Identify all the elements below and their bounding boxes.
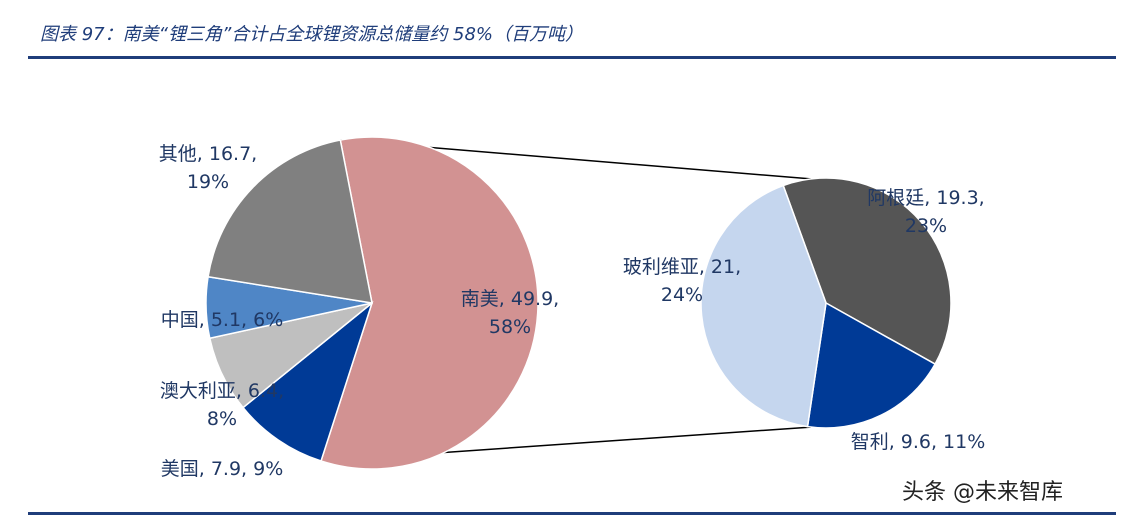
bottom-divider [28, 512, 1116, 515]
main-pie-pct-3: 8% [207, 408, 237, 430]
main-pie-pct-5: 19% [187, 171, 229, 193]
watermark: 头条 @未来智库 [902, 480, 1063, 505]
main-pie-label-4: 中国, 5.1, 6% [161, 309, 284, 331]
breakout-pie-slice-1 [782, 177, 952, 366]
main-pie-slice-1 [320, 136, 539, 470]
main-pie-label-1: 南美, 49.9, [461, 288, 559, 310]
breakout-pie-label-3: 玻利维亚, 21, [623, 256, 741, 278]
data-labels: 南美, 49.9, 58% 美国, 7.9, 9% 澳大利亚, 6.4, 8% 中国, 5… [159, 143, 986, 480]
breakout-pie-slice-2 [806, 301, 937, 429]
main-pie-label-2: 美国, 7.9, 9% [161, 458, 284, 480]
breakout-pie [700, 177, 952, 429]
main-pie-slice-5 [207, 139, 373, 304]
chart-title: 图表 97：南美“锂三角”合计占全球锂资源总储量约 58%（百万吨） [40, 24, 584, 45]
main-pie-pct-1: 58% [489, 316, 531, 338]
breakout-pie-pct-1: 23% [905, 215, 947, 237]
top-divider [28, 56, 1116, 59]
breakout-pie-label-1: 阿根廷, 19.3, [867, 187, 984, 209]
breakout-pie-pct-3: 24% [661, 284, 703, 306]
main-pie-label-5: 其他, 16.7, [159, 143, 257, 165]
breakout-pie-slice-3 [700, 184, 827, 428]
main-pie-label-3: 澳大利亚, 6.4, [160, 380, 284, 402]
breakout-pie-label-2: 智利, 9.6, 11% [851, 431, 986, 453]
main-pie-slice-2 [242, 300, 374, 462]
main-pie [205, 136, 539, 470]
